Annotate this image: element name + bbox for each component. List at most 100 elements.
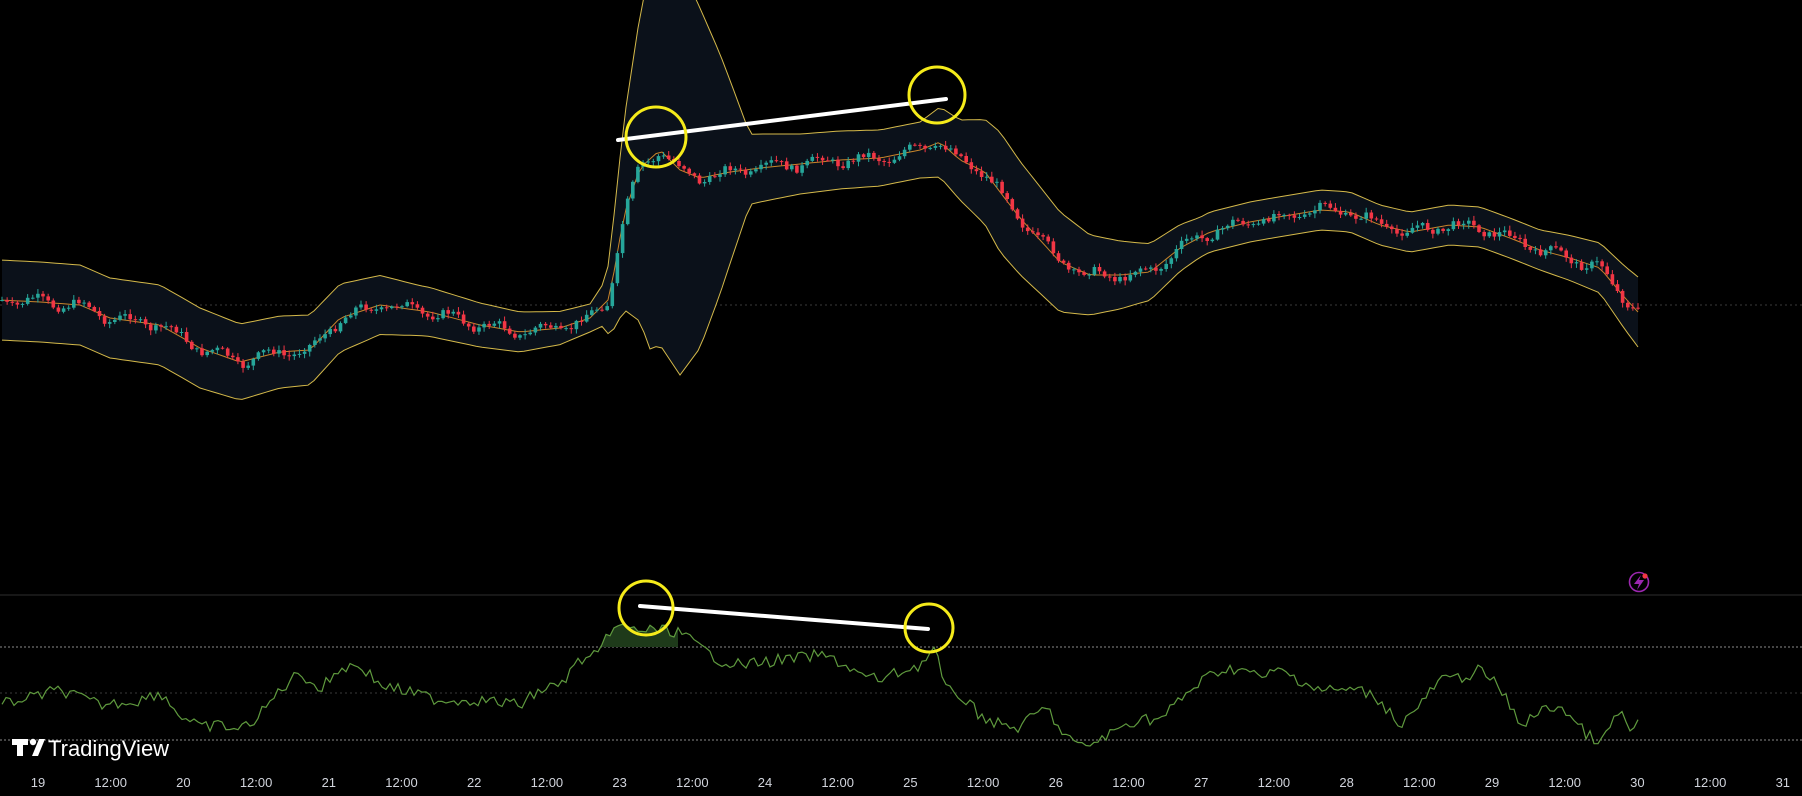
tradingview-logo[interactable]: TradingView (12, 736, 169, 761)
candle (5, 297, 9, 305)
candle-body (954, 148, 958, 155)
candle-body (410, 302, 415, 305)
candle-body (820, 157, 825, 161)
candle (133, 315, 138, 324)
candle-body (210, 350, 215, 352)
price-trend-line[interactable] (616, 97, 948, 142)
x-tick-label: 29 (1485, 775, 1499, 790)
candle-body (1405, 232, 1409, 236)
candle (1087, 273, 1092, 280)
candle (1020, 214, 1025, 232)
candle (374, 304, 379, 315)
candle (1364, 207, 1368, 224)
candle (969, 158, 974, 174)
oscillator-highlight-circle-2[interactable] (903, 602, 955, 654)
candle (1579, 259, 1584, 271)
candle-body (102, 316, 107, 324)
x-tick-label: 12:00 (1112, 775, 1145, 790)
candle-body (1056, 253, 1061, 261)
candle-body (482, 323, 486, 328)
oscillator-series (1, 623, 1639, 747)
candle (472, 323, 476, 334)
candle (405, 299, 409, 308)
candle-body (282, 350, 286, 356)
candle-body (1477, 225, 1481, 232)
candle (1277, 211, 1281, 221)
candle (46, 293, 50, 304)
candle (143, 316, 148, 329)
lightning-alert-icon[interactable] (1628, 571, 1650, 593)
candle (1118, 273, 1122, 284)
candle (179, 328, 184, 337)
candle-body (1369, 212, 1374, 219)
annotations[interactable] (616, 65, 967, 654)
price-highlight-circle-1[interactable] (624, 105, 688, 169)
candle-body (779, 161, 784, 163)
candle (1261, 217, 1266, 226)
candle-body (1508, 230, 1512, 236)
candle-body (666, 155, 671, 159)
upper-band-line (1, 0, 1639, 325)
candle-body (1143, 268, 1148, 270)
candle-body (1000, 181, 1004, 194)
candle (118, 311, 122, 322)
candle (1425, 219, 1430, 232)
candle-body (364, 304, 368, 310)
candle (41, 291, 45, 302)
candle (718, 170, 722, 182)
candle (1508, 225, 1512, 238)
candle-body (913, 144, 917, 146)
oscillator-highlight-circle-1[interactable] (617, 579, 675, 637)
candle-body (1615, 284, 1620, 291)
candle-body (1246, 224, 1250, 226)
candle-body (313, 340, 317, 345)
candle-body (256, 352, 261, 359)
x-axis[interactable]: 19 12:00 20 12:00 21 12:00 22 12:00 23 12:00 24 12:… (31, 775, 1790, 790)
price-highlight-circle-2[interactable] (907, 65, 967, 125)
candle-body (61, 308, 66, 312)
candle-body (66, 307, 71, 309)
candle-body (302, 351, 307, 354)
candle-body (1025, 227, 1030, 232)
candle (800, 162, 804, 177)
candle (66, 305, 71, 311)
candle (1231, 216, 1235, 229)
candle-body (395, 306, 399, 308)
candle (1195, 232, 1199, 242)
candle-body (1461, 223, 1466, 226)
candle-body (128, 314, 132, 320)
candle-body (436, 318, 440, 320)
candle-body (1574, 262, 1579, 264)
candle-body (656, 156, 661, 162)
candle (482, 321, 486, 332)
candle-body (1384, 223, 1389, 227)
candle-body (1441, 228, 1445, 231)
candle-body (795, 165, 799, 173)
candle (1467, 217, 1471, 229)
candle-body (148, 324, 153, 331)
candle-body (451, 311, 456, 314)
oscillator-trend-line[interactable] (638, 604, 930, 631)
candle-body (231, 355, 235, 358)
candle-body (805, 160, 809, 166)
candle (420, 305, 425, 318)
candle (390, 305, 394, 310)
candle-body (513, 333, 517, 338)
candle-body (1220, 228, 1225, 230)
candle (497, 318, 502, 329)
candle (1051, 238, 1056, 257)
candle (292, 351, 297, 360)
candle-body (887, 161, 891, 163)
candle (425, 311, 430, 321)
candle (595, 307, 599, 313)
candle-body (1605, 266, 1609, 275)
candle (1569, 254, 1574, 269)
grid-lines (0, 304, 1802, 741)
candle-body (420, 307, 425, 314)
candle (395, 303, 399, 310)
x-tick-label: 12:00 (385, 775, 418, 790)
candle-body (118, 315, 122, 320)
candle (379, 305, 384, 313)
